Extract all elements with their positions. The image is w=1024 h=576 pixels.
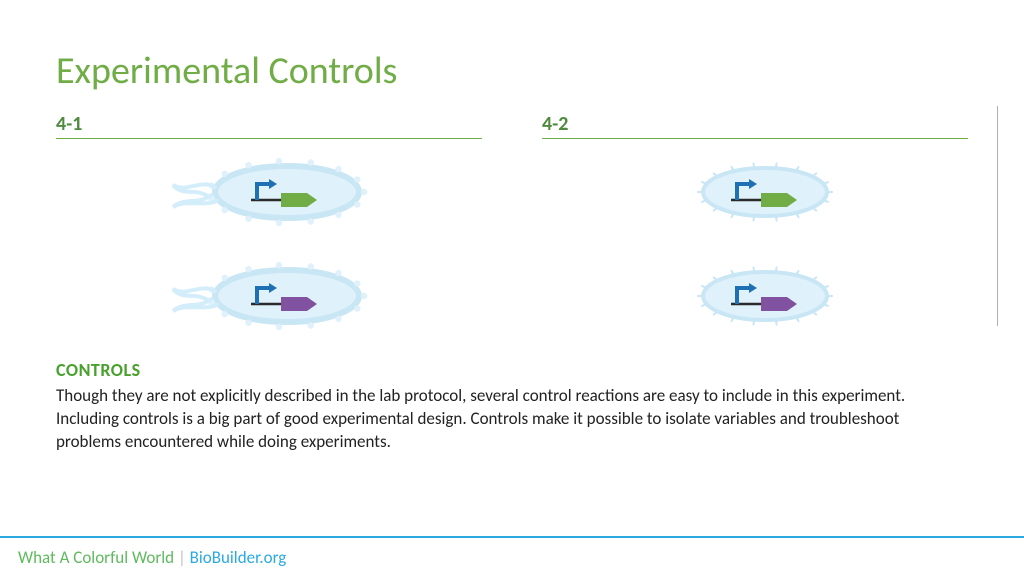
column-rule <box>542 138 968 139</box>
page-title: Experimental Controls <box>56 48 968 94</box>
bacterium-diagram <box>159 157 379 227</box>
bacterium-diagram <box>159 261 379 331</box>
oval-cell-diagram <box>645 157 865 227</box>
footer-rule <box>0 536 1024 538</box>
footer-right: BioBuilder.org <box>190 547 287 568</box>
column-4-2: 4-2 <box>542 112 968 331</box>
column-label: 4-1 <box>56 112 482 138</box>
vertical-separator <box>997 106 998 326</box>
footer-left: What A Colorful World <box>18 547 174 568</box>
body-paragraph: Though they are not explicitly described… <box>56 385 968 454</box>
column-label: 4-2 <box>542 112 968 138</box>
controls-heading: CONTROLS <box>56 359 968 381</box>
column-rule <box>56 138 482 139</box>
column-4-1: 4-1 <box>56 112 482 331</box>
footer: What A Colorful World | BioBuilder.org <box>18 547 286 568</box>
columns-container: 4-1 4-2 <box>56 112 968 331</box>
footer-separator: | <box>178 547 186 568</box>
oval-cell-diagram <box>645 261 865 331</box>
